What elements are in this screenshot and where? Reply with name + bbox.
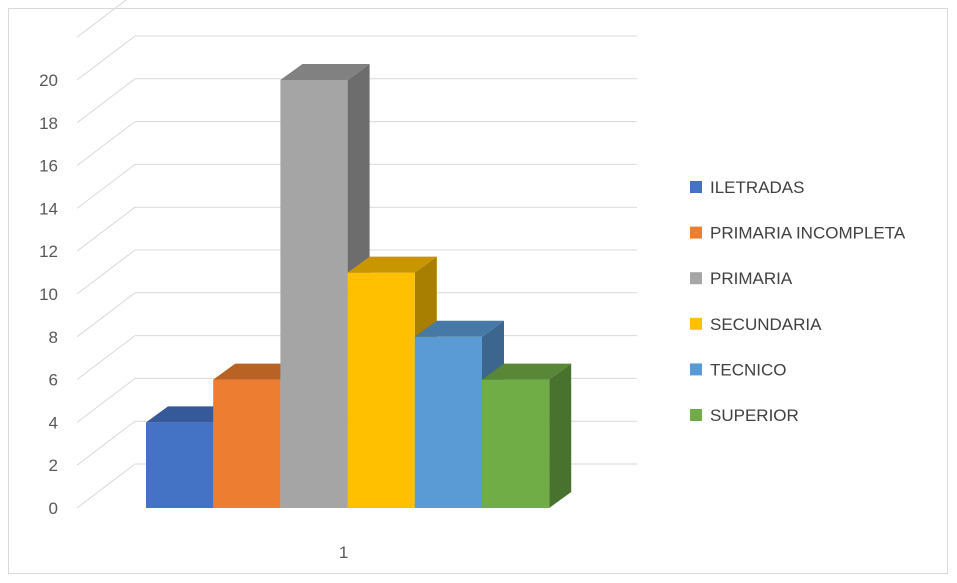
y-tick-label: 20 [39, 71, 58, 90]
bar-top [347, 256, 437, 273]
legend-item: ILETRADAS [690, 178, 804, 197]
legend-item: PRIMARIA INCOMPLETA [690, 224, 906, 243]
legend-swatch [690, 272, 702, 285]
bar-front [280, 80, 348, 508]
legend-item: SECUNDARIA [690, 315, 822, 334]
gridline-diagonal [76, 420, 136, 466]
x-axis-ticks: 1 [339, 543, 348, 562]
y-tick-label: 6 [49, 371, 58, 390]
legend-label: PRIMARIA INCOMPLETA [710, 224, 906, 243]
bar-superior [482, 363, 572, 508]
legend-label: SUPERIOR [710, 406, 799, 425]
bar-top [482, 363, 572, 380]
gridline-diagonal [76, 463, 136, 509]
y-tick-label: 12 [39, 242, 58, 261]
legend-swatch [690, 317, 702, 330]
legend-item: SUPERIOR [690, 406, 799, 425]
gridline-diagonal [76, 292, 136, 338]
y-tick-label: 8 [49, 328, 58, 347]
bar-front [213, 379, 281, 508]
legend-swatch [690, 363, 702, 376]
y-tick-label: 14 [39, 199, 58, 218]
bar-top [280, 64, 370, 80]
bar-top [213, 363, 303, 380]
legend: ILETRADAS PRIMARIA INCOMPLETA PRIMARIA SECU… [690, 178, 906, 425]
y-tick-label: 16 [39, 157, 58, 176]
bar-front [146, 422, 214, 508]
legend-label: PRIMARIA [710, 269, 793, 288]
gridline-diagonal [76, 249, 136, 295]
y-axis-ticks: 0 2 4 6 8 10 12 14 16 18 20 [39, 71, 58, 518]
gridline-diagonal [76, 0, 127, 38]
legend-item: TECNICO [690, 360, 787, 379]
x-tick-label: 1 [339, 543, 348, 562]
bar-side [549, 363, 572, 508]
bar-front [347, 272, 415, 508]
legend-swatch [690, 409, 702, 421]
y-tick-label: 10 [39, 285, 58, 304]
legend-item: PRIMARIA [690, 269, 793, 288]
gridline-diagonal [76, 335, 136, 380]
legend-label: TECNICO [710, 360, 787, 379]
legend-swatch [690, 226, 702, 239]
bar-top [146, 406, 236, 423]
y-tick-label: 4 [49, 413, 58, 432]
y-tick-label: 18 [39, 114, 58, 133]
gridline-diagonal [76, 35, 136, 81]
gridline-diagonal [76, 78, 136, 124]
legend-swatch [690, 181, 702, 193]
y-tick-label: 2 [49, 456, 58, 475]
bar-front [482, 379, 550, 508]
y-tick-label: 0 [49, 499, 58, 518]
legend-label: ILETRADAS [710, 178, 804, 197]
gridline-diagonal [76, 206, 136, 252]
bar-top [414, 320, 504, 337]
gridline-diagonal [76, 164, 136, 209]
bars [146, 64, 572, 508]
gridline-diagonal [76, 378, 136, 423]
gridline-diagonal [76, 121, 136, 166]
bar-front [414, 336, 482, 508]
legend-label: SECUNDARIA [710, 315, 822, 334]
